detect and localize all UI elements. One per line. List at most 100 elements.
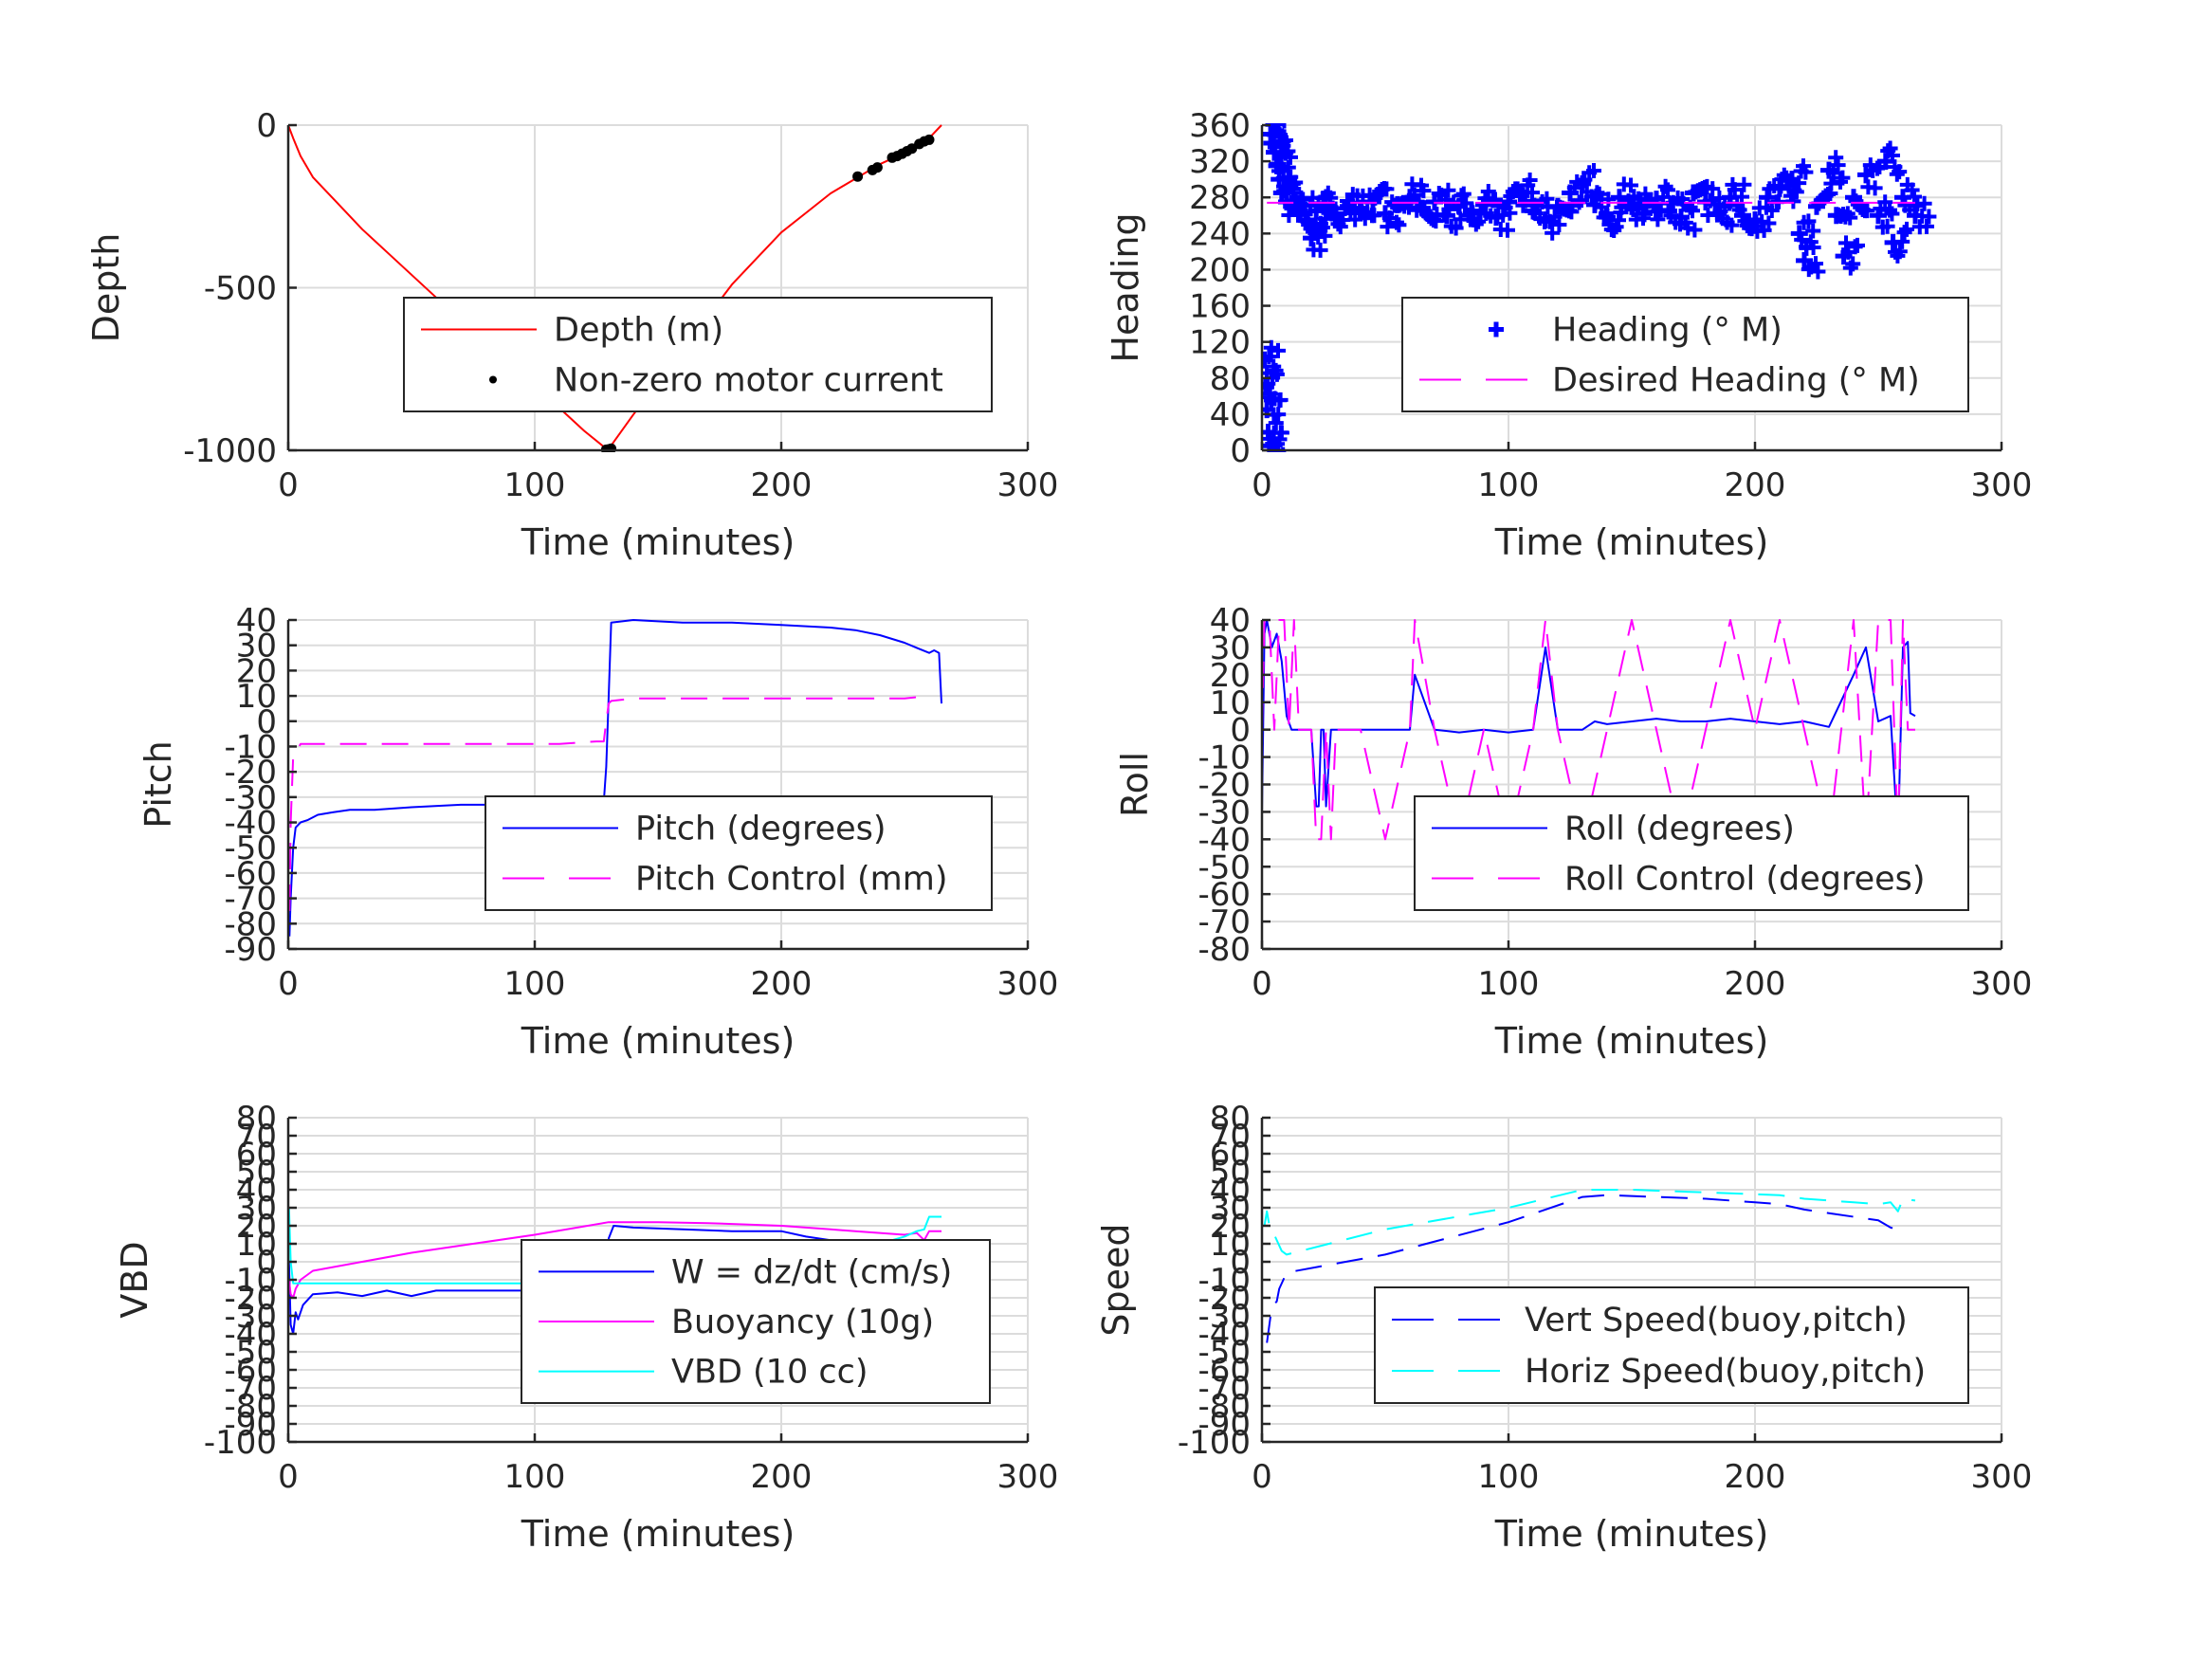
heading-y-axis-label: Heading xyxy=(1105,212,1146,362)
data-point xyxy=(1545,225,1561,241)
y-tick-label: -40 xyxy=(224,805,277,843)
data-point xyxy=(1830,157,1846,173)
data-point xyxy=(1761,215,1777,231)
speed-series-vert-speed-buoy-pitch xyxy=(1266,1194,1904,1343)
y-tick-label: 20 xyxy=(236,1208,277,1246)
data-point xyxy=(1480,184,1496,200)
data-point xyxy=(1391,217,1407,233)
y-tick-label: -100 xyxy=(204,1424,277,1462)
data-point xyxy=(1546,209,1563,225)
y-tick-label: 40 xyxy=(236,1172,277,1210)
data-point xyxy=(1885,148,1900,164)
data-point xyxy=(1271,445,1287,452)
data-point xyxy=(1884,206,1900,222)
data-point xyxy=(1271,342,1286,358)
x-tick-label: 300 xyxy=(997,965,1059,1003)
x-tick-label: 0 xyxy=(1252,466,1272,504)
data-point xyxy=(1312,242,1328,258)
legend-label: Horiz Speed(buoy,pitch) xyxy=(1525,1353,1926,1391)
legend-box xyxy=(484,795,993,911)
y-tick-label: 280 xyxy=(1189,179,1251,217)
y-tick-label: -40 xyxy=(224,1316,277,1354)
y-tick-label: 10 xyxy=(1210,684,1251,722)
legend-label: Buoyancy (10g) xyxy=(671,1304,934,1341)
vbd-x-axis-label: Time (minutes) xyxy=(521,1513,795,1555)
data-point xyxy=(1828,150,1844,166)
speed-series-group xyxy=(1263,1189,1916,1343)
roll-chart: 0 100 200 300-80-70-60-50-40-30-20-10010203… xyxy=(1114,602,2032,1062)
data-point xyxy=(1889,166,1905,182)
y-tick-label: 80 xyxy=(1210,360,1251,398)
y-tick-label: 40 xyxy=(236,602,277,640)
data-point xyxy=(1919,218,1934,234)
data-point xyxy=(1317,228,1333,244)
data-point xyxy=(1687,222,1703,238)
data-point xyxy=(1448,220,1464,236)
heading-x-axis-label: Time (minutes) xyxy=(1494,521,1769,563)
x-tick-label: 300 xyxy=(997,466,1059,504)
data-point xyxy=(1623,177,1638,193)
data-point xyxy=(871,162,883,173)
data-point xyxy=(1842,210,1858,226)
data-point xyxy=(1801,213,1817,229)
y-tick-label: 160 xyxy=(1189,288,1251,326)
data-point xyxy=(1280,159,1296,175)
pitch-series-pitch-control-mm xyxy=(288,695,930,912)
data-point xyxy=(1838,235,1854,251)
legend-box xyxy=(1374,1286,1969,1404)
y-tick-label: 200 xyxy=(1189,251,1251,289)
data-point xyxy=(1685,203,1700,219)
data-point xyxy=(1286,181,1302,197)
y-tick-label: 20 xyxy=(1210,1208,1251,1246)
speed-series-horiz-speed-buoy-pitch xyxy=(1263,1189,1916,1256)
data-point xyxy=(1894,233,1910,249)
x-tick-label: 200 xyxy=(751,1458,813,1496)
data-point xyxy=(1892,164,1908,180)
data-point xyxy=(1791,175,1807,191)
y-tick-label: -20 xyxy=(224,754,277,792)
data-point xyxy=(1416,183,1432,199)
x-tick-label: 0 xyxy=(278,1458,299,1496)
legend-label: W = dz/dt (cm/s) xyxy=(671,1253,952,1291)
y-tick-label: -90 xyxy=(224,931,277,969)
pitch-legend: Pitch (degrees) Pitch Control (mm) xyxy=(484,795,993,911)
data-point xyxy=(1463,202,1480,220)
x-tick-label: 100 xyxy=(1478,1458,1540,1496)
y-tick-label: -10 xyxy=(1197,1262,1251,1300)
data-point xyxy=(1455,186,1472,202)
y-tick-label: 120 xyxy=(1189,324,1251,362)
data-point xyxy=(1805,223,1821,239)
legend-marker-dot-icon xyxy=(489,375,497,384)
data-point xyxy=(1283,149,1298,165)
data-point xyxy=(1882,140,1898,156)
y-tick-label: 40 xyxy=(1210,396,1251,434)
y-tick-label: 60 xyxy=(236,1136,277,1174)
x-tick-label: 0 xyxy=(278,466,299,504)
y-tick-label: 30 xyxy=(1210,629,1251,667)
data-point xyxy=(1899,221,1914,237)
data-point xyxy=(1438,191,1453,208)
legend-label: Pitch Control (mm) xyxy=(635,861,947,899)
data-point xyxy=(1859,203,1875,219)
legend-label: Roll (degrees) xyxy=(1564,811,1795,848)
data-point xyxy=(1282,123,1287,129)
y-tick-label: 20 xyxy=(1210,657,1251,695)
y-tick-label: -20 xyxy=(224,1280,277,1318)
y-tick-label: 10 xyxy=(1210,1226,1251,1264)
y-tick-label: 0 xyxy=(256,107,277,145)
data-point xyxy=(1921,209,1937,225)
y-tick-label: -60 xyxy=(224,855,277,893)
data-point xyxy=(1896,225,1912,241)
data-point xyxy=(1269,366,1285,382)
y-tick-label: 70 xyxy=(236,1118,277,1156)
data-point xyxy=(1525,185,1540,201)
y-tick-label: 10 xyxy=(236,1226,277,1264)
data-point xyxy=(1591,186,1607,202)
pitch-series-pitch-degrees xyxy=(288,619,942,937)
legend-label: Pitch (degrees) xyxy=(635,811,887,848)
y-tick-label: -80 xyxy=(1197,1388,1251,1426)
pitch-y-axis-label: Pitch xyxy=(137,740,179,829)
y-tick-label: 30 xyxy=(236,1190,277,1228)
y-tick-label: -100 xyxy=(1178,1424,1251,1462)
data-point xyxy=(1263,135,1281,153)
